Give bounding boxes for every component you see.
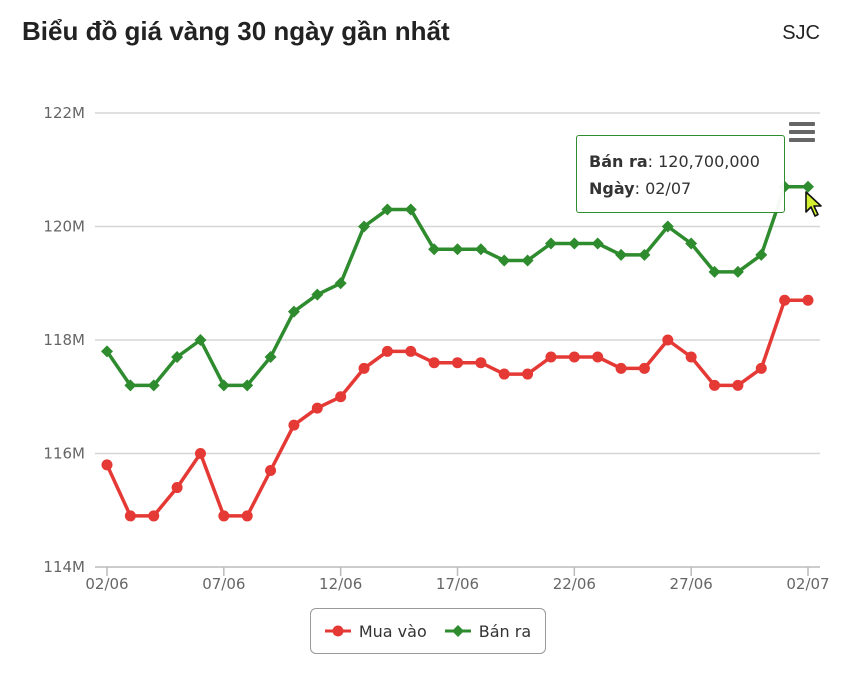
y-tick-label: 122M	[43, 104, 85, 122]
data-point-mua-vao	[662, 334, 674, 346]
data-point-mua-vao	[218, 510, 230, 522]
y-tick-label: 114M	[43, 558, 85, 576]
data-point-ban-ra	[544, 237, 557, 250]
y-tick-label: 116M	[43, 445, 85, 463]
brand-label: SJC	[782, 22, 820, 44]
data-point-mua-vao	[638, 362, 650, 374]
data-point-ban-ra	[358, 220, 371, 233]
data-point-ban-ra	[521, 254, 534, 267]
data-point-ban-ra	[287, 305, 300, 318]
data-point-mua-vao	[568, 351, 580, 363]
legend-label-mua-vao: Mua vào	[358, 621, 427, 641]
data-point-mua-vao	[709, 379, 721, 391]
data-point-ban-ra	[311, 288, 324, 301]
legend-label-ban-ra: Bán ra	[478, 621, 532, 641]
data-point-ban-ra	[194, 334, 207, 346]
data-point-mua-vao	[755, 362, 767, 374]
legend-item-mua-vao[interactable]: Mua vào	[324, 621, 427, 641]
data-point-ban-ra	[124, 379, 137, 392]
x-tick-label: 07/06	[202, 575, 245, 593]
data-point-ban-ra	[755, 248, 768, 261]
data-point-mua-vao	[148, 510, 160, 522]
data-point-mua-vao	[171, 482, 183, 494]
data-point-ban-ra	[802, 180, 814, 193]
y-axis-labels: 114M 116M 118M 120M 122M	[43, 104, 85, 576]
legend-symbol-mua-vao	[324, 625, 351, 637]
data-point-mua-vao	[358, 362, 370, 374]
tooltip: Bán ra: 120,700,000 Ngày: 02/07	[576, 135, 785, 213]
x-tick-label: 17/06	[436, 575, 479, 593]
data-point-mua-vao	[194, 448, 206, 459]
y-tick-label: 120M	[43, 218, 85, 236]
data-point-ban-ra	[731, 265, 744, 278]
chart-title: Biểu đồ giá vàng 30 ngày gần nhất	[22, 16, 450, 46]
tooltip-series-label: Bán ra	[589, 152, 648, 171]
y-tick-label: 118M	[43, 331, 85, 349]
x-tick-label: 22/06	[553, 575, 596, 593]
price-line-chart: 114M 116M 118M 120M 122M 02/06 07/06 12/06 17/0…	[43, 104, 830, 593]
data-point-ban-ra	[428, 243, 441, 256]
data-point-mua-vao	[522, 368, 534, 380]
data-point-ban-ra	[451, 243, 464, 256]
tooltip-date-value: 02/07	[645, 179, 692, 198]
data-point-ban-ra	[147, 379, 160, 392]
data-point-mua-vao	[124, 510, 136, 522]
data-point-ban-ra	[171, 351, 184, 364]
data-point-mua-vao	[241, 510, 253, 522]
data-point-ban-ra	[615, 248, 628, 261]
data-point-mua-vao	[545, 351, 557, 363]
data-point-ban-ra	[474, 243, 487, 256]
legend-item-ban-ra[interactable]: Bán ra	[444, 621, 532, 641]
series-line-ban-ra	[105, 185, 810, 388]
data-point-mua-vao	[592, 351, 604, 363]
data-point-ban-ra	[101, 345, 113, 358]
data-point-ban-ra	[381, 203, 394, 216]
series-line-mua-vao	[105, 298, 810, 518]
x-tick-label: 02/06	[85, 575, 128, 593]
data-point-ban-ra	[591, 237, 604, 250]
data-point-mua-vao	[428, 357, 440, 369]
data-point-mua-vao	[475, 357, 487, 369]
data-point-ban-ra	[264, 351, 277, 364]
data-point-ban-ra	[217, 379, 230, 392]
data-point-mua-vao	[335, 391, 347, 403]
x-tick-label: 02/07	[786, 575, 829, 593]
data-point-mua-vao	[405, 345, 417, 357]
data-point-mua-vao	[381, 345, 393, 357]
x-tick-label: 27/06	[670, 575, 713, 593]
legend-symbol-ban-ra	[444, 625, 471, 637]
tooltip-value: 120,700,000	[658, 152, 760, 171]
data-point-ban-ra	[404, 203, 417, 216]
data-point-mua-vao	[265, 465, 277, 477]
tooltip-date-label: Ngày	[589, 179, 635, 198]
chart-legend: Mua vào Bán ra	[310, 608, 546, 654]
chart-menu-icon[interactable]	[789, 122, 815, 142]
data-point-mua-vao	[685, 351, 697, 363]
data-point-ban-ra	[498, 254, 511, 267]
data-point-mua-vao	[101, 459, 113, 471]
data-point-mua-vao	[498, 368, 510, 380]
data-point-ban-ra	[661, 220, 674, 233]
x-tick-label: 12/06	[319, 575, 362, 593]
mouse-cursor-icon	[805, 191, 822, 217]
data-point-mua-vao	[311, 402, 323, 414]
x-axis: 02/06 07/06 12/06 17/06 22/06 27/06 02/07	[85, 567, 830, 593]
data-point-ban-ra	[708, 265, 721, 278]
data-point-ban-ra	[685, 237, 698, 250]
data-point-mua-vao	[779, 294, 791, 306]
data-point-mua-vao	[802, 294, 814, 306]
series-layer	[101, 180, 814, 522]
data-point-ban-ra	[638, 248, 651, 261]
data-point-ban-ra	[241, 379, 254, 392]
data-point-mua-vao	[615, 362, 627, 374]
data-point-mua-vao	[732, 379, 744, 391]
data-point-mua-vao	[452, 357, 463, 369]
data-point-ban-ra	[568, 237, 581, 250]
data-point-ban-ra	[334, 277, 347, 290]
data-point-mua-vao	[288, 419, 300, 431]
